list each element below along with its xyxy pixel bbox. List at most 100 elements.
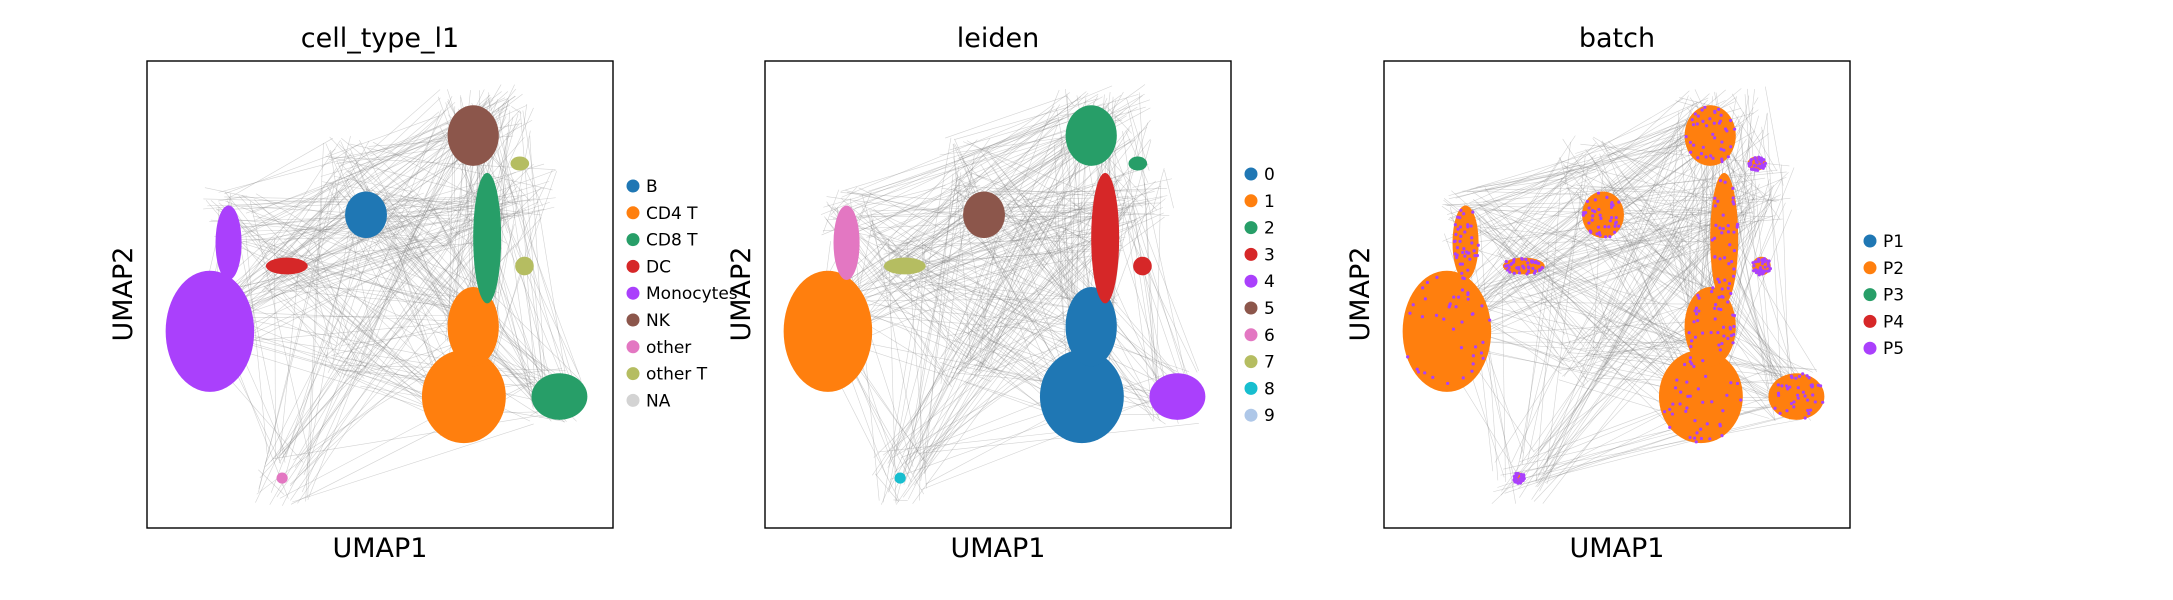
graph-edge: [970, 146, 991, 172]
batch-point: [1671, 402, 1675, 406]
graph-edge: [833, 228, 991, 371]
graph-edge: [902, 176, 958, 483]
batch-point: [1713, 317, 1717, 321]
batch-point: [1767, 269, 1771, 273]
legend-label: P3: [1883, 286, 1904, 306]
graph-edge: [1132, 178, 1173, 188]
legend-marker: [626, 233, 640, 247]
batch-point: [1694, 440, 1698, 444]
graph-edge: [1527, 216, 1687, 291]
batch-point: [1749, 158, 1753, 163]
graph-edge: [290, 244, 439, 400]
graph-edge: [1546, 201, 1705, 463]
legend-marker: [1863, 314, 1877, 328]
batch-point: [1454, 305, 1458, 309]
batch-point: [1718, 422, 1722, 426]
batch-point: [1763, 265, 1767, 269]
batch-point: [1678, 402, 1682, 406]
graph-edge: [1506, 291, 1585, 387]
batch-point: [1481, 356, 1485, 360]
graph-edge: [1508, 152, 1584, 248]
graph-edge: [855, 239, 952, 388]
cluster-b-cells: [1582, 191, 1624, 239]
batch-point: [1766, 261, 1770, 265]
legend-label: NK: [646, 311, 671, 331]
graph-edge: [1685, 131, 1698, 337]
graph-edge: [245, 178, 351, 214]
graph-edge: [1155, 182, 1162, 391]
batch-point: [1717, 295, 1721, 299]
batch-point: [1421, 286, 1425, 290]
batch-point: [1617, 200, 1621, 204]
graph-edge: [1500, 242, 1709, 496]
graph-edge: [364, 219, 420, 371]
batch-point: [1689, 339, 1694, 343]
graph-edge: [961, 159, 981, 179]
graph-edge: [1589, 102, 1694, 372]
batch-point: [1713, 204, 1717, 208]
batch-point: [1463, 254, 1467, 258]
batch-point: [1693, 112, 1697, 116]
batch-point: [1739, 398, 1743, 402]
batch-point: [1453, 223, 1457, 227]
cluster-other-tip: [894, 472, 906, 484]
batch-point: [1461, 376, 1465, 380]
graph-edge: [280, 118, 521, 455]
graph-edge: [294, 264, 447, 301]
batch-point: [1803, 394, 1807, 398]
graph-edge: [982, 190, 1144, 193]
graph-edge: [954, 98, 1099, 140]
legend-marker: [1863, 261, 1877, 275]
graph-edge: [967, 170, 1097, 229]
graph-edge: [1044, 236, 1068, 299]
batch-point: [1458, 216, 1462, 220]
graph-edge: [1511, 340, 1571, 464]
graph-edge: [881, 234, 1000, 505]
batch-point: [1420, 315, 1425, 319]
graph-edge: [1539, 141, 1721, 492]
batch-point: [1796, 386, 1800, 390]
batch-point: [1723, 180, 1727, 184]
graph-edge: [1067, 129, 1078, 392]
batch-point: [1752, 164, 1757, 168]
graph-edge: [284, 163, 545, 240]
batch-point: [1763, 260, 1767, 264]
graph-edge: [370, 120, 533, 209]
graph-edge: [270, 270, 450, 428]
batch-point: [1466, 223, 1470, 227]
batch-point: [1731, 196, 1735, 200]
batch-point: [1760, 160, 1764, 164]
batch-point: [1537, 268, 1542, 272]
batch-point: [1696, 293, 1700, 297]
graph-edge: [1099, 135, 1188, 376]
graph-edge: [1733, 208, 1756, 313]
batch-point: [1711, 286, 1715, 290]
graph-edge: [853, 231, 916, 246]
batch-point: [1716, 330, 1720, 335]
graph-edge: [253, 199, 449, 384]
batch-point: [1423, 297, 1427, 301]
batch-point: [1794, 376, 1798, 380]
graph-edge: [1115, 122, 1149, 230]
graph-edge: [1558, 301, 1700, 346]
batch-point: [1455, 255, 1459, 260]
batch-point: [1725, 393, 1729, 397]
graph-edge: [1681, 245, 1800, 402]
batch-point: [1475, 253, 1480, 258]
cluster-othert-1: [510, 156, 530, 171]
cluster-blobs: [1402, 105, 1825, 485]
graph-edge: [1451, 98, 1684, 236]
graph-edge: [431, 202, 480, 304]
graph-edge: [903, 89, 1060, 485]
batch-point: [1466, 268, 1470, 272]
graph-edge: [854, 185, 946, 209]
batch-point: [1711, 132, 1715, 136]
batch-point: [1716, 199, 1720, 203]
graph-edge: [1664, 208, 1754, 214]
batch-point: [1408, 311, 1412, 315]
cluster-nk: [1065, 105, 1117, 166]
panel-batch: batch UMAP1 UMAP2 P1 P2 P3 P4 P5: [1345, 23, 1904, 564]
graph-edge: [890, 238, 946, 338]
graph-edge: [1482, 174, 1559, 203]
graph-edge: [1562, 229, 1733, 377]
